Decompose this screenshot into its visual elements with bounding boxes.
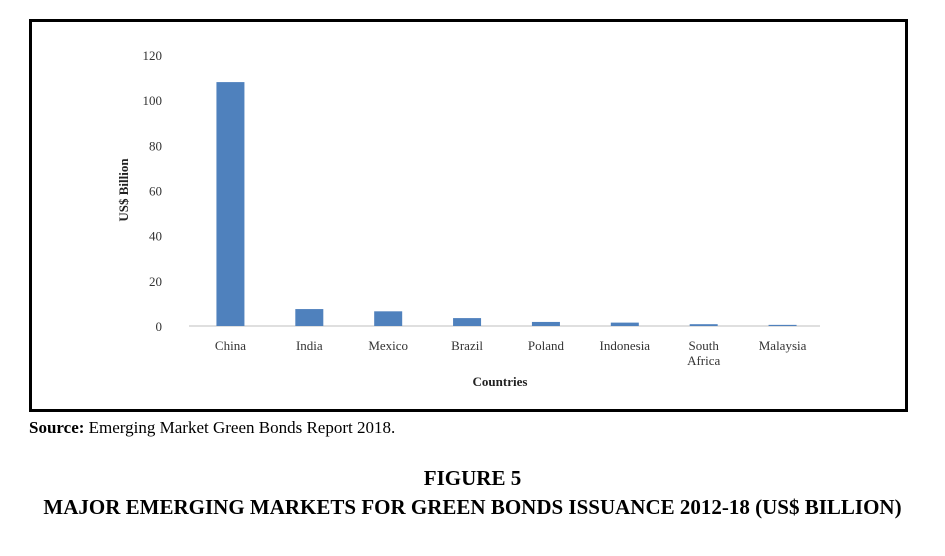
- x-tick-label: Malaysia: [759, 338, 807, 353]
- figure-title: MAJOR EMERGING MARKETS FOR GREEN BONDS I…: [43, 495, 902, 519]
- bar: [453, 318, 482, 326]
- bar: [216, 82, 245, 326]
- x-tick-label: South Africa: [687, 338, 720, 368]
- x-tick-label: Indonesia: [600, 338, 651, 353]
- y-tick-label: 120: [143, 48, 163, 63]
- x-axis-title: Countries: [473, 374, 528, 389]
- bar: [295, 309, 324, 326]
- bar: [768, 324, 797, 326]
- y-tick-label: 40: [149, 229, 162, 244]
- y-axis-title: US$ Billion: [116, 158, 131, 222]
- source-text: Emerging Market Green Bonds Report 2018.: [88, 418, 396, 437]
- bar: [610, 322, 639, 326]
- y-tick-label: 100: [143, 93, 163, 108]
- chart-frame: 0 20 40 60 80 100 120 China India Mexico Brazil Pol…: [29, 19, 908, 412]
- source-note: Source: Emerging Market Green Bonds Repo…: [29, 418, 395, 438]
- bar: [531, 321, 560, 326]
- x-tick-label: Brazil: [451, 338, 483, 353]
- y-tick-label: 20: [149, 274, 162, 289]
- x-tick-label: Poland: [528, 338, 565, 353]
- bar: [689, 324, 718, 326]
- x-tick-label: China: [215, 338, 246, 353]
- source-label: Source:: [29, 418, 85, 437]
- y-tick-label: 80: [149, 138, 162, 153]
- bar: [374, 311, 403, 326]
- y-tick-label: 0: [156, 319, 163, 334]
- figure-number: FIGURE 5: [423, 466, 522, 490]
- y-tick-label: 60: [149, 184, 162, 199]
- bar-chart: 0 20 40 60 80 100 120 China India Mexico Brazil Pol…: [116, 48, 820, 389]
- x-tick-label: India: [296, 338, 323, 353]
- x-tick-label: Mexico: [368, 338, 408, 353]
